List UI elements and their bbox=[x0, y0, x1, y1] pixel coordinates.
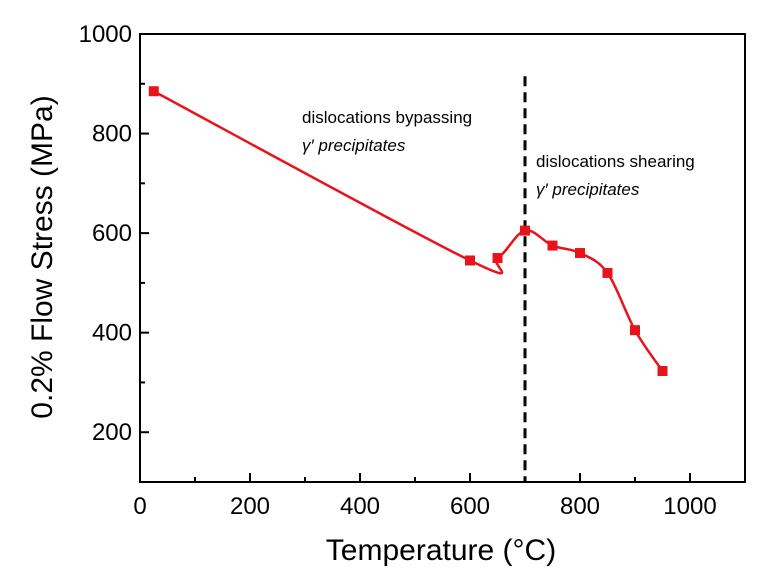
x-tick-label: 0 bbox=[133, 493, 146, 520]
x-tick-label: 800 bbox=[560, 493, 600, 520]
plot-frame bbox=[139, 33, 746, 483]
annotation-shearing-line2: γ′ precipitates bbox=[536, 180, 640, 199]
data-point-marker bbox=[492, 253, 503, 263]
annotation-shearing-line1: dislocations shearing bbox=[536, 152, 695, 171]
data-point-marker bbox=[630, 325, 640, 336]
data-point-marker bbox=[602, 267, 613, 278]
plot-area-border bbox=[139, 33, 746, 483]
annotation-bypassing-line1: dislocations bypassing bbox=[302, 108, 472, 127]
y-tick-label: 200 bbox=[92, 419, 132, 446]
x-axis-title: Temperature (°C) bbox=[326, 534, 556, 567]
data-point-marker bbox=[465, 255, 475, 266]
x-tick-label: 400 bbox=[340, 493, 380, 520]
y-tick-label: 800 bbox=[92, 121, 132, 148]
data-point-marker bbox=[547, 240, 558, 251]
x-tick-label: 1000 bbox=[663, 493, 716, 520]
data-point-marker bbox=[657, 365, 668, 376]
y-tick-label: 600 bbox=[92, 220, 132, 247]
y-tick-label: 400 bbox=[92, 320, 132, 347]
x-axis-ticks: 0 200 400 600 800 1000 bbox=[133, 473, 717, 520]
data-point-marker bbox=[148, 86, 159, 97]
y-axis-ticks: 200 400 600 800 1000 bbox=[79, 21, 149, 483]
data-point-marker bbox=[520, 225, 530, 236]
series-line bbox=[153, 90, 664, 372]
x-tick-label: 600 bbox=[450, 493, 490, 520]
y-axis-title: 0.2% Flow Stress (MPa) bbox=[26, 95, 59, 418]
y-tick-label: 1000 bbox=[79, 21, 132, 48]
series-group bbox=[148, 86, 668, 376]
data-point-marker bbox=[575, 248, 585, 259]
annotation-bypassing-line2: γ′ precipitates bbox=[302, 136, 406, 155]
x-tick-label: 200 bbox=[230, 493, 270, 520]
